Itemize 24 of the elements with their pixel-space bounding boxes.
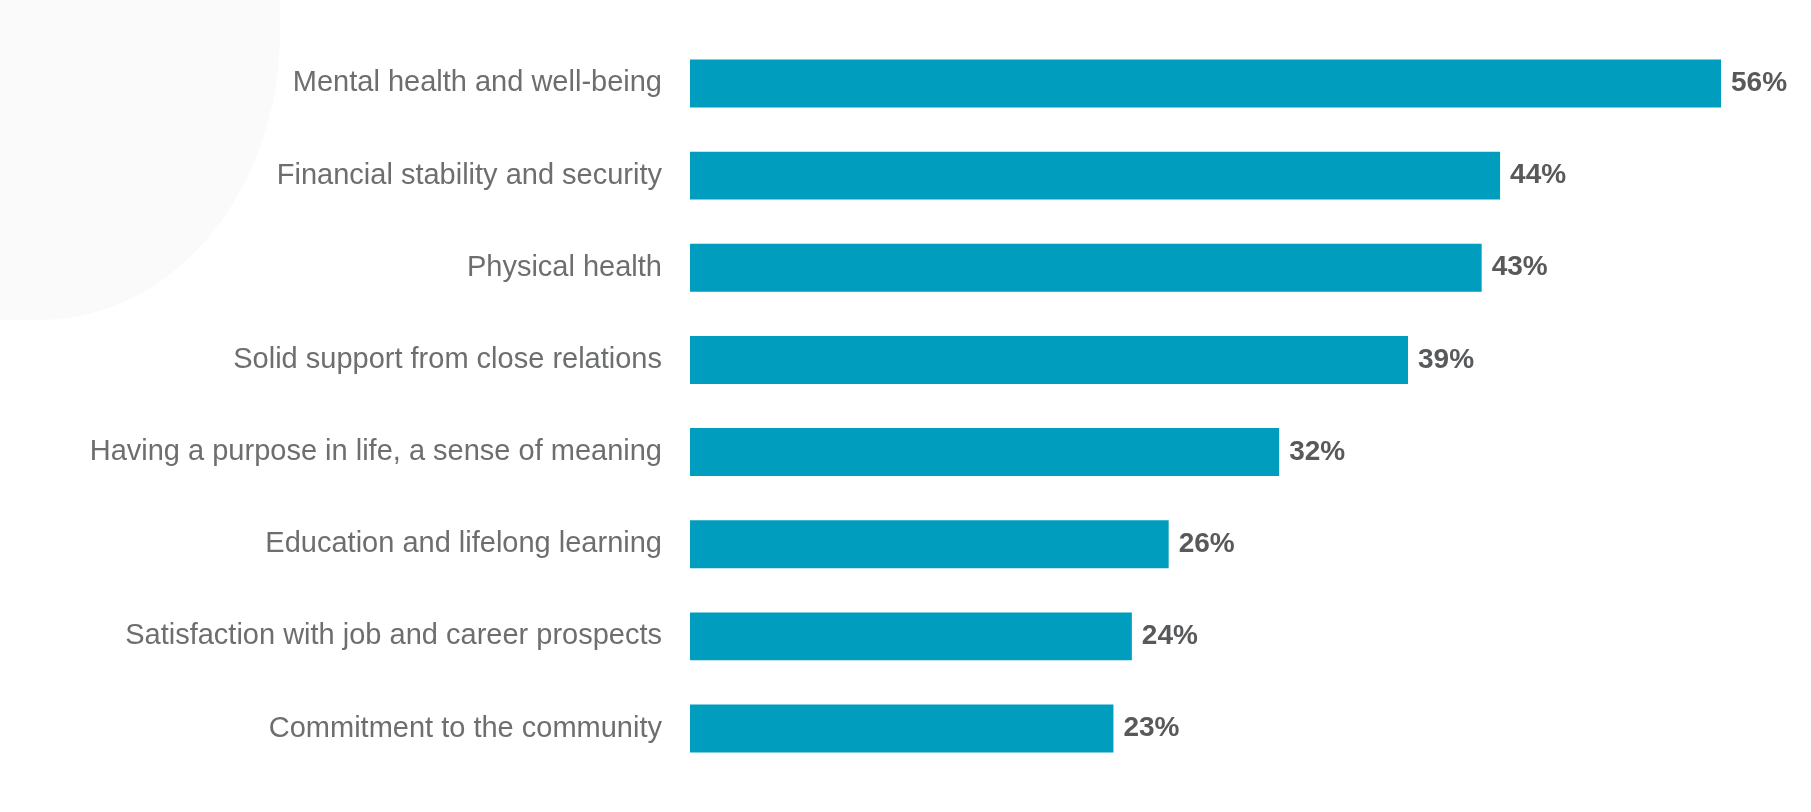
bar	[690, 520, 1169, 569]
y-tick-label: Mental health and well-being	[292, 65, 662, 98]
bar	[690, 704, 1114, 753]
data-label: 26%	[1178, 526, 1235, 558]
data-label: 24%	[1141, 619, 1198, 651]
data-label: 43%	[1491, 250, 1548, 282]
bar	[690, 428, 1280, 477]
bar	[690, 151, 1501, 200]
y-tick-label: Education and lifelong learning	[265, 526, 662, 559]
bar	[690, 59, 1721, 108]
data-label: 44%	[1510, 158, 1567, 190]
y-tick-label: Physical health	[466, 249, 662, 282]
bar	[690, 612, 1132, 661]
data-label: 23%	[1123, 711, 1180, 743]
data-label: 56%	[1731, 66, 1788, 98]
y-tick-label: Financial stability and security	[276, 157, 663, 190]
data-label: 39%	[1418, 342, 1475, 374]
bar	[690, 243, 1482, 292]
bar	[690, 335, 1409, 384]
y-tick-label: Solid support from close relations	[233, 341, 662, 374]
y-tick-label: Having a purpose in life, a sense of meaning	[89, 434, 662, 467]
y-tick-label: Commitment to the community	[268, 710, 663, 743]
y-tick-label: Satisfaction with job and career prospects	[125, 618, 662, 651]
data-label: 32%	[1289, 434, 1346, 466]
